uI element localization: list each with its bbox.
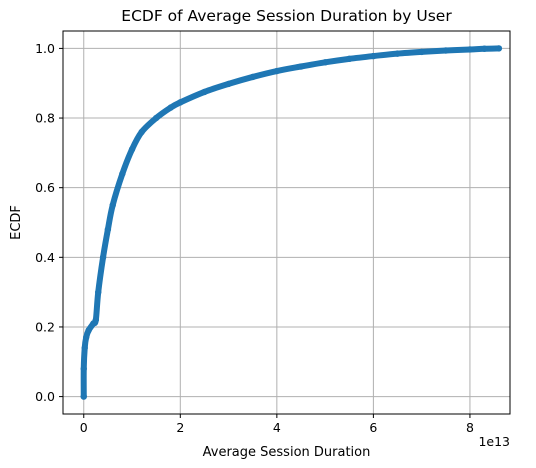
data-point	[346, 55, 353, 63]
data-point	[81, 344, 88, 352]
y-axis-label: ECDF	[9, 205, 24, 240]
data-point	[418, 48, 425, 56]
data-point	[321, 59, 329, 66]
data-point	[167, 104, 174, 111]
grid-lines	[63, 31, 510, 414]
x-tick-label: 0	[80, 420, 88, 435]
data-point	[249, 73, 256, 81]
data-point	[225, 80, 232, 88]
data-point	[481, 45, 488, 52]
data-point	[119, 170, 126, 177]
x-tick-label: 4	[273, 420, 281, 435]
data-point	[80, 393, 87, 400]
x-axis-label: Average Session Duration	[203, 445, 371, 460]
y-axis-ticks: 0.0 0.2 0.4 0.6 0.8 1.0	[35, 41, 63, 404]
x-tick-label: 6	[369, 420, 377, 435]
data-point	[442, 47, 449, 54]
x-tick-label: 8	[466, 420, 474, 435]
x-tick-label: 2	[176, 420, 184, 435]
data-point	[394, 50, 401, 57]
y-tick-label: 0.6	[35, 180, 55, 195]
x-axis-ticks: 0 2 4 6 8	[80, 414, 474, 435]
data-point	[95, 288, 102, 296]
y-tick-label: 1.0	[35, 41, 55, 56]
data-point	[82, 334, 90, 341]
data-series	[80, 45, 503, 400]
data-point	[109, 201, 116, 209]
data-point	[370, 52, 377, 60]
data-point	[177, 99, 184, 106]
data-point	[495, 45, 503, 52]
data-point	[99, 254, 107, 261]
chart-title: ECDF of Average Session Duration by User	[121, 7, 452, 25]
data-point	[85, 327, 92, 334]
y-tick-label: 0.8	[35, 111, 55, 126]
data-point	[466, 46, 474, 53]
data-point	[152, 114, 160, 122]
data-point	[128, 146, 136, 153]
data-point	[92, 316, 100, 324]
data-point	[80, 365, 87, 372]
y-tick-label: 0.0	[35, 389, 55, 404]
data-point	[273, 67, 281, 75]
data-point	[138, 128, 145, 136]
x-axis-offset-label: 1e13	[478, 434, 510, 449]
plot-frame	[62, 30, 511, 415]
ecdf-curve	[80, 45, 502, 400]
y-tick-label: 0.2	[35, 319, 55, 334]
data-point	[297, 63, 305, 70]
data-point	[104, 226, 112, 233]
data-point	[201, 88, 208, 96]
y-tick-label: 0.4	[35, 250, 55, 265]
